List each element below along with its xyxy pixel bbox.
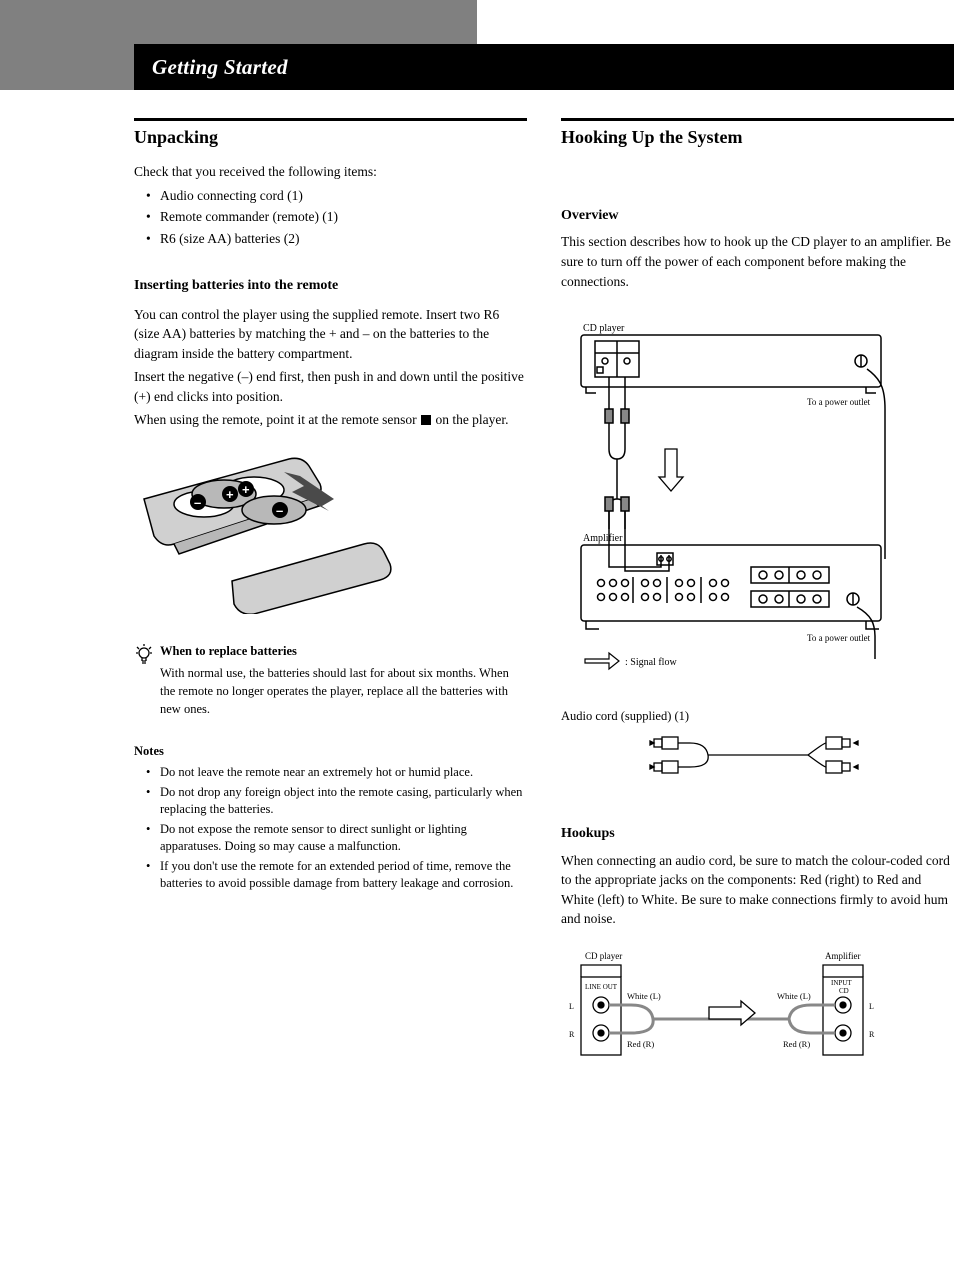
- svg-text:L: L: [569, 1002, 574, 1011]
- unpacking-section: Unpacking Check that you received the fo…: [134, 118, 527, 248]
- svg-text:CD: CD: [839, 987, 849, 995]
- system-figure: CD player To a power outlet: [561, 319, 954, 685]
- list-item: Do not drop any foreign object into the …: [148, 784, 527, 819]
- batteries-p1: You can control the player using the sup…: [134, 305, 527, 364]
- cd-player-small-label: CD player: [585, 951, 622, 961]
- notes-list: Do not leave the remote near an extremel…: [134, 764, 527, 893]
- hookups-title: Hookups: [561, 824, 954, 844]
- overview-body: This section describes how to hook up th…: [561, 232, 954, 291]
- overview-title: Overview: [561, 206, 954, 226]
- tip-title: When to replace batteries: [160, 642, 527, 660]
- batteries-p2: Insert the negative (–) end first, then …: [134, 367, 527, 406]
- svg-text:R: R: [569, 1030, 575, 1039]
- cd-player-label: CD player: [583, 323, 625, 334]
- unpacking-intro: Check that you received the following it…: [134, 162, 527, 182]
- red-r-label2: Red (R): [783, 1039, 810, 1049]
- batteries-section: Inserting batteries into the remote You …: [134, 276, 527, 722]
- svg-text:INPUT: INPUT: [831, 979, 852, 987]
- batteries-p3: When using the remote, point it at the r…: [134, 410, 527, 430]
- notes-title: Notes: [134, 742, 527, 760]
- svg-text:–: –: [194, 495, 201, 510]
- hookup-section: Hooking Up the System Overview This sect…: [561, 118, 954, 291]
- list-item: Do not expose the remote sensor to direc…: [148, 821, 527, 856]
- batteries-title: Inserting batteries into the remote: [134, 276, 527, 296]
- tip-icon: [134, 642, 160, 723]
- svg-text:–: –: [276, 503, 283, 518]
- signal-flow-label: : Signal flow: [625, 657, 677, 668]
- power-outlet-label: To a power outlet: [807, 397, 871, 407]
- right-column: Hooking Up the System Overview This sect…: [561, 118, 954, 1104]
- tip-block: When to replace batteries With normal us…: [134, 642, 527, 723]
- amplifier-label: Amplifier: [583, 533, 623, 544]
- remote-sensor-icon: [421, 415, 431, 425]
- remote-figure: – + + –: [134, 444, 527, 620]
- power-outlet-label2: To a power outlet: [807, 633, 871, 643]
- svg-text:R: R: [869, 1030, 875, 1039]
- list-item: Do not leave the remote near an extremel…: [148, 764, 527, 782]
- svg-text:L: L: [869, 1002, 874, 1011]
- unpacking-title: Unpacking: [134, 127, 527, 149]
- left-column: Unpacking Check that you received the fo…: [134, 118, 527, 1104]
- section-rule: [134, 118, 527, 121]
- red-r-label: Red (R): [627, 1039, 654, 1049]
- cord-caption: Audio cord (supplied) (1): [561, 707, 954, 725]
- svg-text:+: +: [226, 487, 234, 502]
- notes-section: Notes Do not leave the remote near an ex…: [134, 742, 527, 893]
- line-out-label: LINE OUT: [585, 983, 618, 991]
- tip-body: With normal use, the batteries should la…: [160, 664, 527, 718]
- hookups-body: When connecting an audio cord, be sure t…: [561, 851, 954, 929]
- list-item: Remote commander (remote) (1): [148, 207, 527, 227]
- white-l-label2: White (L): [777, 991, 811, 1001]
- audio-cord-figure: [561, 731, 954, 793]
- list-item: If you don't use the remote for an exten…: [148, 858, 527, 893]
- list-item: Audio connecting cord (1): [148, 186, 527, 206]
- unpacking-list: Audio connecting cord (1) Remote command…: [134, 186, 527, 249]
- connection-figure: CD player Amplifier LINE OUT INPUT CD Wh…: [561, 947, 954, 1083]
- hookup-title: Hooking Up the System: [561, 127, 954, 149]
- svg-text:+: +: [242, 482, 250, 497]
- list-item: R6 (size AA) batteries (2): [148, 229, 527, 249]
- section-rule: [561, 118, 954, 121]
- white-l-label: White (L): [627, 991, 661, 1001]
- amplifier-small-label: Amplifier: [825, 951, 861, 961]
